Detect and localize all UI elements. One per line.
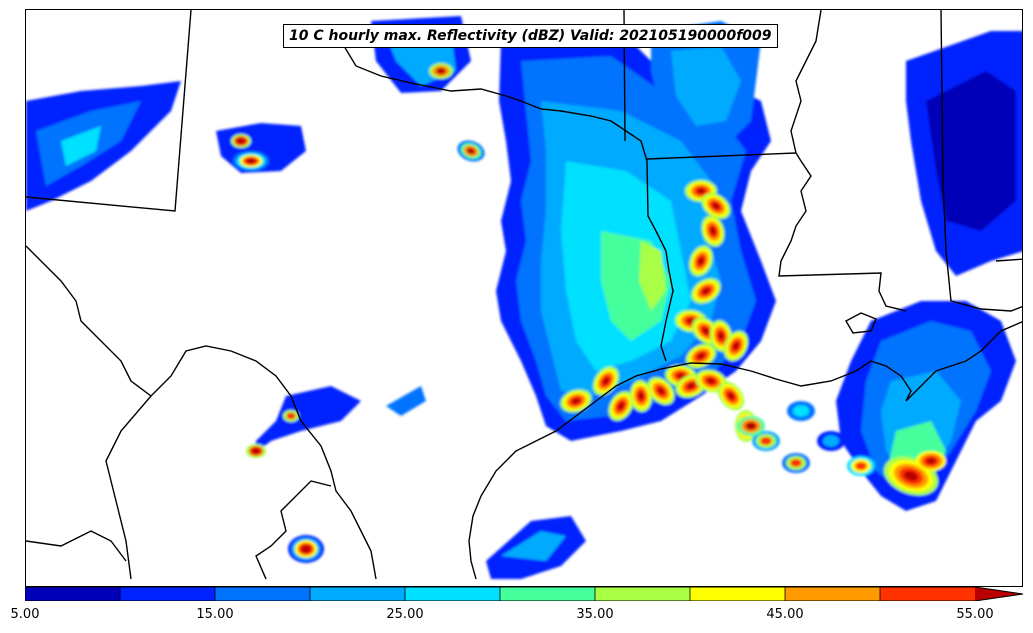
echo-area bbox=[386, 386, 426, 416]
colorbar-segment bbox=[120, 587, 216, 601]
echo-cell bbox=[787, 401, 815, 421]
echo-area bbox=[926, 71, 1016, 231]
oklahoma-panhandle-border bbox=[26, 10, 192, 212]
colorbar-segment bbox=[595, 587, 691, 601]
colorbar-segment bbox=[405, 587, 501, 601]
echo-area bbox=[61, 126, 101, 166]
alabama-florida-line bbox=[995, 258, 1022, 262]
echo-cell bbox=[685, 343, 717, 369]
alabama-coast bbox=[950, 300, 1022, 312]
arkansas-louisiana-border bbox=[646, 152, 797, 160]
texas-gulf-coast bbox=[468, 362, 857, 580]
mexico-state-line-1 bbox=[105, 395, 152, 580]
mississippi-river-border bbox=[778, 152, 907, 312]
colorbar-segment bbox=[500, 587, 596, 601]
echo-cell bbox=[629, 380, 653, 412]
echo-cell bbox=[560, 389, 592, 413]
colorbar-segment bbox=[690, 587, 786, 601]
colorbar-segment bbox=[215, 587, 311, 601]
mexico-state-line-2 bbox=[26, 530, 127, 562]
echo-cell bbox=[233, 151, 269, 171]
colorbar-tick-label: 35.00 bbox=[576, 607, 614, 622]
echo-cell bbox=[288, 535, 324, 563]
echo-cell bbox=[231, 134, 251, 148]
reflectivity-map: 10 C hourly max. Reflectivity (dBZ) Vali… bbox=[25, 9, 1023, 587]
colorbar bbox=[25, 587, 1024, 601]
colorbar-extend-arrow bbox=[975, 587, 1023, 601]
colorbar-tick-label: 25.00 bbox=[386, 607, 424, 622]
echo-cell bbox=[723, 330, 749, 362]
echo-cell bbox=[608, 391, 634, 421]
echo-cell bbox=[817, 431, 845, 451]
echo-cell bbox=[847, 456, 875, 476]
echo-area bbox=[671, 46, 741, 126]
colorbar-segment bbox=[880, 587, 976, 601]
echo-area bbox=[501, 531, 566, 561]
mississippi-alabama-border bbox=[940, 10, 952, 302]
mississippi-river-upper bbox=[790, 10, 822, 154]
echo-cell bbox=[752, 431, 780, 451]
map-canvas bbox=[26, 10, 1022, 580]
echo-cell bbox=[689, 245, 713, 277]
echo-cell bbox=[283, 410, 299, 422]
echo-cell bbox=[782, 453, 810, 473]
echo-cell bbox=[701, 192, 731, 220]
louisiana-delta-coast bbox=[855, 321, 1022, 402]
colorbar-segment bbox=[785, 587, 881, 601]
lake-pontchartrain bbox=[845, 312, 877, 334]
colorbar-tick-label: 5.00 bbox=[10, 607, 40, 622]
colorbar-segment bbox=[310, 587, 406, 601]
echo-cell bbox=[717, 381, 745, 411]
colorbar-tick-label: 45.00 bbox=[766, 607, 804, 622]
echo-cell bbox=[701, 215, 725, 247]
echo-cell bbox=[457, 140, 485, 162]
echo-cell bbox=[647, 377, 675, 405]
colorbar-tick-label: 15.00 bbox=[196, 607, 234, 622]
mexico-state-line-3 bbox=[255, 480, 332, 580]
sabine-border bbox=[646, 160, 674, 362]
red-river-border bbox=[340, 40, 648, 162]
echo-cell bbox=[246, 444, 266, 458]
echo-area bbox=[639, 241, 666, 311]
colorbar-tick-label: 55.00 bbox=[956, 607, 994, 622]
colorbar-segment bbox=[25, 587, 121, 601]
echo-area bbox=[251, 386, 361, 456]
echo-cell bbox=[916, 451, 946, 471]
echo-cell bbox=[691, 278, 721, 304]
rio-grande bbox=[26, 245, 377, 580]
state-boundaries bbox=[26, 10, 1022, 580]
echo-cell bbox=[429, 63, 453, 79]
reflectivity-echoes bbox=[26, 16, 1022, 579]
map-title: 10 C hourly max. Reflectivity (dBZ) Vali… bbox=[283, 24, 778, 48]
echo-cell bbox=[737, 416, 765, 436]
